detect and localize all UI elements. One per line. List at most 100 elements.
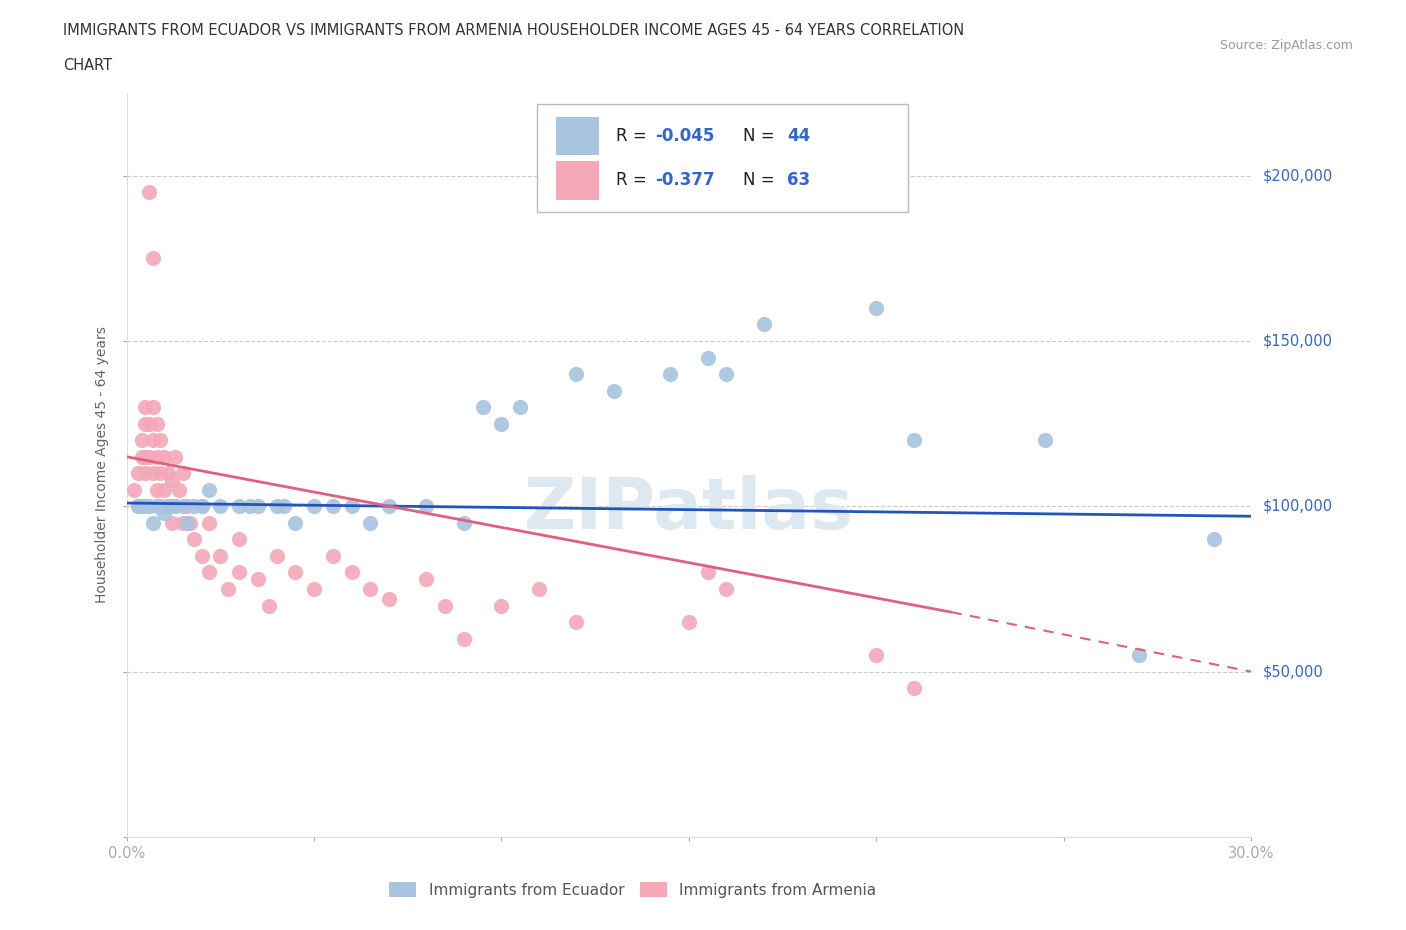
Point	[453, 631, 475, 646]
Point	[257, 598, 280, 613]
Point	[145, 483, 167, 498]
Text: $150,000: $150,000	[1263, 334, 1333, 349]
Text: $50,000: $50,000	[1263, 664, 1323, 679]
Point	[142, 515, 165, 530]
Point	[359, 581, 381, 596]
Point	[302, 581, 325, 596]
Point	[138, 185, 160, 200]
Point	[491, 598, 513, 613]
Point	[149, 432, 172, 447]
Point	[183, 532, 205, 547]
Point	[415, 572, 437, 587]
Point	[359, 515, 381, 530]
Point	[172, 466, 194, 481]
Point	[190, 498, 212, 513]
Point	[565, 366, 588, 381]
Point	[165, 449, 187, 464]
Point	[228, 532, 250, 547]
Point	[176, 515, 198, 530]
Point	[378, 591, 401, 606]
Point	[228, 498, 250, 513]
Point	[142, 432, 165, 447]
Point	[131, 498, 153, 513]
Point	[716, 366, 738, 381]
Text: ZIPatlas: ZIPatlas	[524, 475, 853, 544]
Point	[340, 498, 363, 513]
Point	[198, 565, 221, 580]
Point	[453, 515, 475, 530]
Point	[134, 417, 156, 432]
Point	[134, 449, 156, 464]
Point	[153, 449, 176, 464]
Point	[156, 466, 179, 481]
Point	[131, 432, 153, 447]
Point	[209, 549, 232, 564]
Point	[190, 498, 212, 513]
Point	[1128, 647, 1150, 662]
Point	[149, 498, 172, 513]
Text: $200,000: $200,000	[1263, 168, 1333, 183]
Point	[127, 498, 149, 513]
Point	[322, 498, 344, 513]
Point	[160, 472, 183, 487]
Point	[659, 366, 682, 381]
Point	[302, 498, 325, 513]
Point	[471, 400, 494, 415]
Bar	[557, 161, 599, 200]
Point	[138, 417, 160, 432]
Point	[509, 400, 531, 415]
Point	[122, 483, 145, 498]
Legend: Immigrants from Ecuador, Immigrants from Armenia: Immigrants from Ecuador, Immigrants from…	[382, 875, 883, 904]
Point	[138, 449, 160, 464]
Point	[1202, 532, 1225, 547]
Point	[209, 498, 232, 513]
Point	[134, 400, 156, 415]
Point	[378, 498, 401, 513]
Bar	[557, 116, 599, 155]
Point	[127, 498, 149, 513]
Point	[142, 466, 165, 481]
Point	[145, 449, 167, 464]
Point	[434, 598, 457, 613]
Text: R =: R =	[616, 127, 652, 145]
Point	[239, 498, 262, 513]
Point	[131, 449, 153, 464]
Point	[266, 498, 288, 513]
Text: 44: 44	[787, 127, 810, 145]
Point	[160, 515, 183, 530]
Point	[145, 498, 167, 513]
Text: 63: 63	[787, 171, 810, 189]
Point	[172, 498, 194, 513]
Point	[165, 498, 187, 513]
Point	[696, 350, 718, 365]
Point	[142, 251, 165, 266]
Point	[176, 498, 198, 513]
Point	[565, 615, 588, 630]
Point	[172, 515, 194, 530]
Point	[284, 565, 307, 580]
Point	[246, 572, 269, 587]
Point	[217, 581, 239, 596]
Point	[190, 549, 212, 564]
Text: -0.377: -0.377	[655, 171, 714, 189]
Point	[716, 581, 738, 596]
Point	[340, 565, 363, 580]
Text: N =: N =	[742, 171, 780, 189]
Text: Source: ZipAtlas.com: Source: ZipAtlas.com	[1219, 39, 1353, 52]
Text: CHART: CHART	[63, 58, 112, 73]
Point	[865, 647, 887, 662]
Point	[167, 483, 190, 498]
Point	[322, 549, 344, 564]
Point	[198, 483, 221, 498]
Point	[153, 506, 176, 521]
Point	[127, 466, 149, 481]
FancyBboxPatch shape	[537, 104, 908, 212]
Point	[228, 565, 250, 580]
Point	[145, 417, 167, 432]
Point	[1033, 432, 1056, 447]
Point	[527, 581, 550, 596]
Point	[865, 300, 887, 315]
Point	[134, 466, 156, 481]
Point	[266, 549, 288, 564]
Point	[415, 498, 437, 513]
